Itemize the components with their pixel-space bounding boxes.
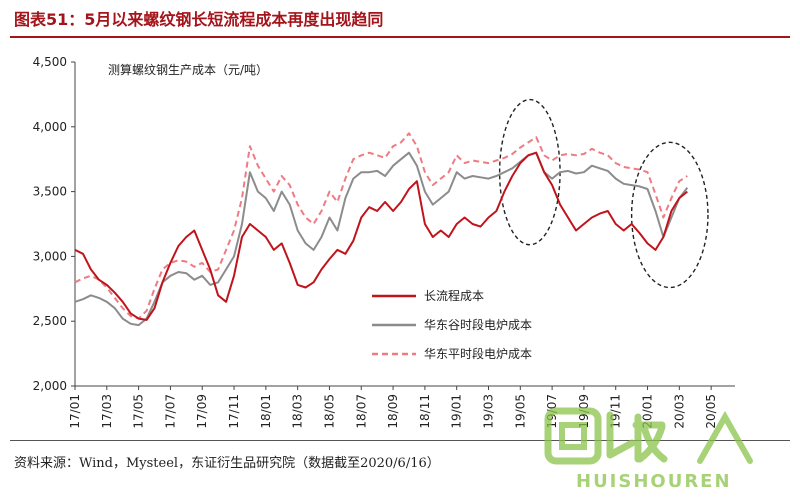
y-tick-label: 4,500 (33, 55, 67, 69)
legend-label-0: 长流程成本 (424, 288, 484, 303)
x-tick-label: 20/01 (641, 394, 655, 429)
chart-axes: 2,000 2,500 3,000 3,500 4,000 4,500 17/01 17/03… (33, 55, 735, 429)
x-tick-label: 18/03 (291, 394, 305, 429)
dashed-ellipse-annotation (498, 98, 561, 246)
x-tick-label: 19/01 (450, 394, 464, 429)
line-chart: 2,000 2,500 3,000 3,500 4,000 4,500 17/01 17/03… (33, 55, 735, 429)
x-tick-label: 19/03 (481, 394, 495, 429)
x-tick-label: 18/05 (322, 394, 336, 429)
figure-title: 图表51：5月以来螺纹钢长短流程成本再度出现趋同 (14, 10, 384, 29)
series-line-2 (74, 132, 688, 320)
y-tick-label: 3,500 (33, 185, 67, 199)
y-axis-label: 测算螺纹钢生产成本（元/吨） (108, 62, 268, 77)
x-tick-label: 17/09 (195, 394, 209, 429)
x-tick-label: 18/01 (259, 394, 273, 429)
x-tick-label: 17/11 (227, 394, 241, 429)
y-tick-label: 4,000 (33, 120, 67, 134)
svg-text:HUISHOUREN: HUISHOUREN (576, 471, 732, 492)
y-tick-label: 3,000 (33, 249, 67, 263)
huishouren-watermark-logo: HUISHOUREN (544, 407, 753, 492)
x-tick-label: 17/03 (100, 394, 114, 429)
x-tick-label: 19/05 (513, 394, 527, 429)
x-tick-label: 18/07 (354, 394, 368, 429)
y-tick-label: 2,500 (33, 314, 67, 328)
x-tick-label: 17/05 (132, 394, 146, 429)
x-tick-label: 17/01 (68, 394, 82, 429)
dashed-ellipse-annotation (630, 141, 709, 289)
legend-label-1: 华东谷时段电炉成本 (424, 317, 532, 332)
x-tick-label: 17/07 (163, 394, 177, 429)
title-divider (10, 36, 790, 38)
source-divider (10, 440, 790, 441)
chart-series (74, 132, 689, 327)
chart-annotations (498, 98, 709, 289)
x-tick-label: 20/05 (704, 394, 718, 429)
source-note: 资料来源：Wind，Mysteel，东证衍生品研究院（数据截至2020/6/16… (14, 456, 440, 471)
x-tick-label: 18/11 (418, 394, 432, 429)
x-tick-label: 18/09 (386, 394, 400, 429)
y-tick-label: 2,000 (33, 379, 67, 393)
legend-label-2: 华东平时段电炉成本 (424, 346, 532, 361)
x-tick-label: 20/03 (672, 394, 686, 429)
series-line-0 (74, 151, 688, 321)
series-line-1 (74, 151, 689, 327)
